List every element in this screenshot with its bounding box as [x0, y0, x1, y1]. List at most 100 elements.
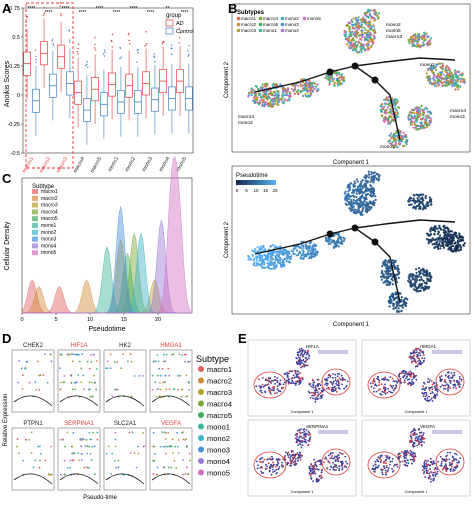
cell-point — [359, 26, 362, 29]
cell-point — [389, 107, 392, 111]
cell-point — [387, 120, 390, 123]
cell-point — [282, 91, 285, 94]
cell-point — [429, 274, 432, 277]
cell-point — [267, 255, 270, 258]
cell-point — [360, 185, 364, 188]
cell-point — [309, 94, 312, 98]
cell-point — [394, 137, 397, 141]
cell-point — [398, 139, 401, 143]
panel-c2-frame — [231, 165, 471, 315]
cell-point — [336, 84, 339, 87]
feature-point — [319, 392, 322, 394]
expression-point — [89, 396, 92, 398]
highlight-ellipse — [253, 451, 287, 479]
feature-point — [413, 445, 416, 448]
cell-point — [390, 142, 393, 145]
cell-point — [450, 247, 453, 250]
expression-point — [164, 374, 167, 377]
cell-point — [369, 45, 373, 49]
feature-point — [400, 381, 403, 384]
feature-point — [377, 378, 380, 381]
cell-point — [453, 231, 456, 234]
cell-point — [381, 103, 384, 106]
cell-point — [357, 185, 360, 188]
feature-point — [429, 468, 431, 470]
panel-b-node-2 — [351, 62, 359, 70]
feature-point — [287, 381, 290, 384]
cell-point — [270, 245, 273, 248]
legend-label-mono3: mono3 — [285, 22, 299, 27]
highlight-ellipse — [435, 368, 465, 396]
cell-point — [441, 239, 444, 242]
feature-point — [327, 460, 330, 463]
cell-point — [313, 87, 316, 91]
cell-point — [417, 34, 420, 38]
feature-point — [429, 457, 432, 460]
xtick-label: macro2 — [38, 156, 52, 174]
cell-point — [415, 278, 418, 281]
expression-point — [85, 466, 88, 468]
cell-point — [268, 96, 271, 99]
cell-point — [347, 197, 350, 200]
cell-point — [264, 266, 267, 270]
cell-point — [342, 80, 346, 83]
feature-point — [301, 377, 304, 379]
cell-point — [336, 79, 339, 82]
feature-point — [391, 391, 394, 394]
feature-point — [318, 388, 321, 390]
box-outlier — [86, 61, 88, 63]
feature-point — [271, 455, 273, 458]
cell-point — [429, 230, 432, 233]
feature-point — [332, 389, 335, 391]
box-outlier — [52, 38, 54, 40]
panel-a-legend-title: group — [166, 13, 182, 19]
cell-point — [436, 81, 439, 84]
cell-point — [288, 252, 291, 255]
expression-point — [156, 466, 159, 469]
cell-point — [352, 184, 355, 187]
cell-point — [354, 30, 357, 33]
panel-d-xlabel: Pseudo-time — [83, 495, 117, 501]
cell-point — [429, 111, 432, 115]
feature-point — [297, 444, 299, 446]
expression-point — [168, 374, 171, 377]
feature-point — [316, 398, 319, 400]
feature-xlabel: Component 1 — [291, 490, 314, 494]
feature-point — [386, 464, 388, 467]
expression-point — [46, 381, 49, 384]
expression-point — [22, 459, 24, 462]
cell-point — [368, 200, 371, 203]
expression-point — [91, 446, 94, 448]
feature-point — [385, 471, 387, 474]
feature-point — [276, 392, 278, 394]
expression-point — [60, 473, 62, 476]
cell-point — [415, 274, 418, 277]
cell-point — [429, 233, 432, 236]
highlight-ellipse — [367, 371, 401, 399]
xtick-label: macro4 — [72, 156, 86, 174]
feature-point — [443, 466, 446, 469]
cell-point — [417, 194, 420, 197]
feature-point — [449, 382, 452, 384]
cell-point — [430, 119, 433, 122]
cell-point — [364, 31, 367, 35]
feature-point — [283, 456, 286, 459]
cell-point — [410, 285, 413, 288]
expression-point — [162, 466, 165, 468]
feature-point — [309, 433, 311, 436]
cell-point — [418, 112, 421, 115]
feature-point — [336, 466, 339, 469]
feature-point — [335, 383, 337, 385]
expression-point — [171, 445, 173, 448]
feature-point — [412, 357, 415, 360]
cell-point — [392, 134, 396, 137]
box-outlier — [35, 61, 37, 64]
cell-point — [440, 71, 443, 74]
cell-point — [419, 197, 422, 200]
cell-point — [412, 277, 415, 280]
expression-point — [92, 431, 94, 434]
feature-point — [320, 397, 323, 399]
feature-point — [392, 469, 395, 472]
cell-point — [422, 36, 426, 39]
expression-point — [38, 388, 41, 391]
